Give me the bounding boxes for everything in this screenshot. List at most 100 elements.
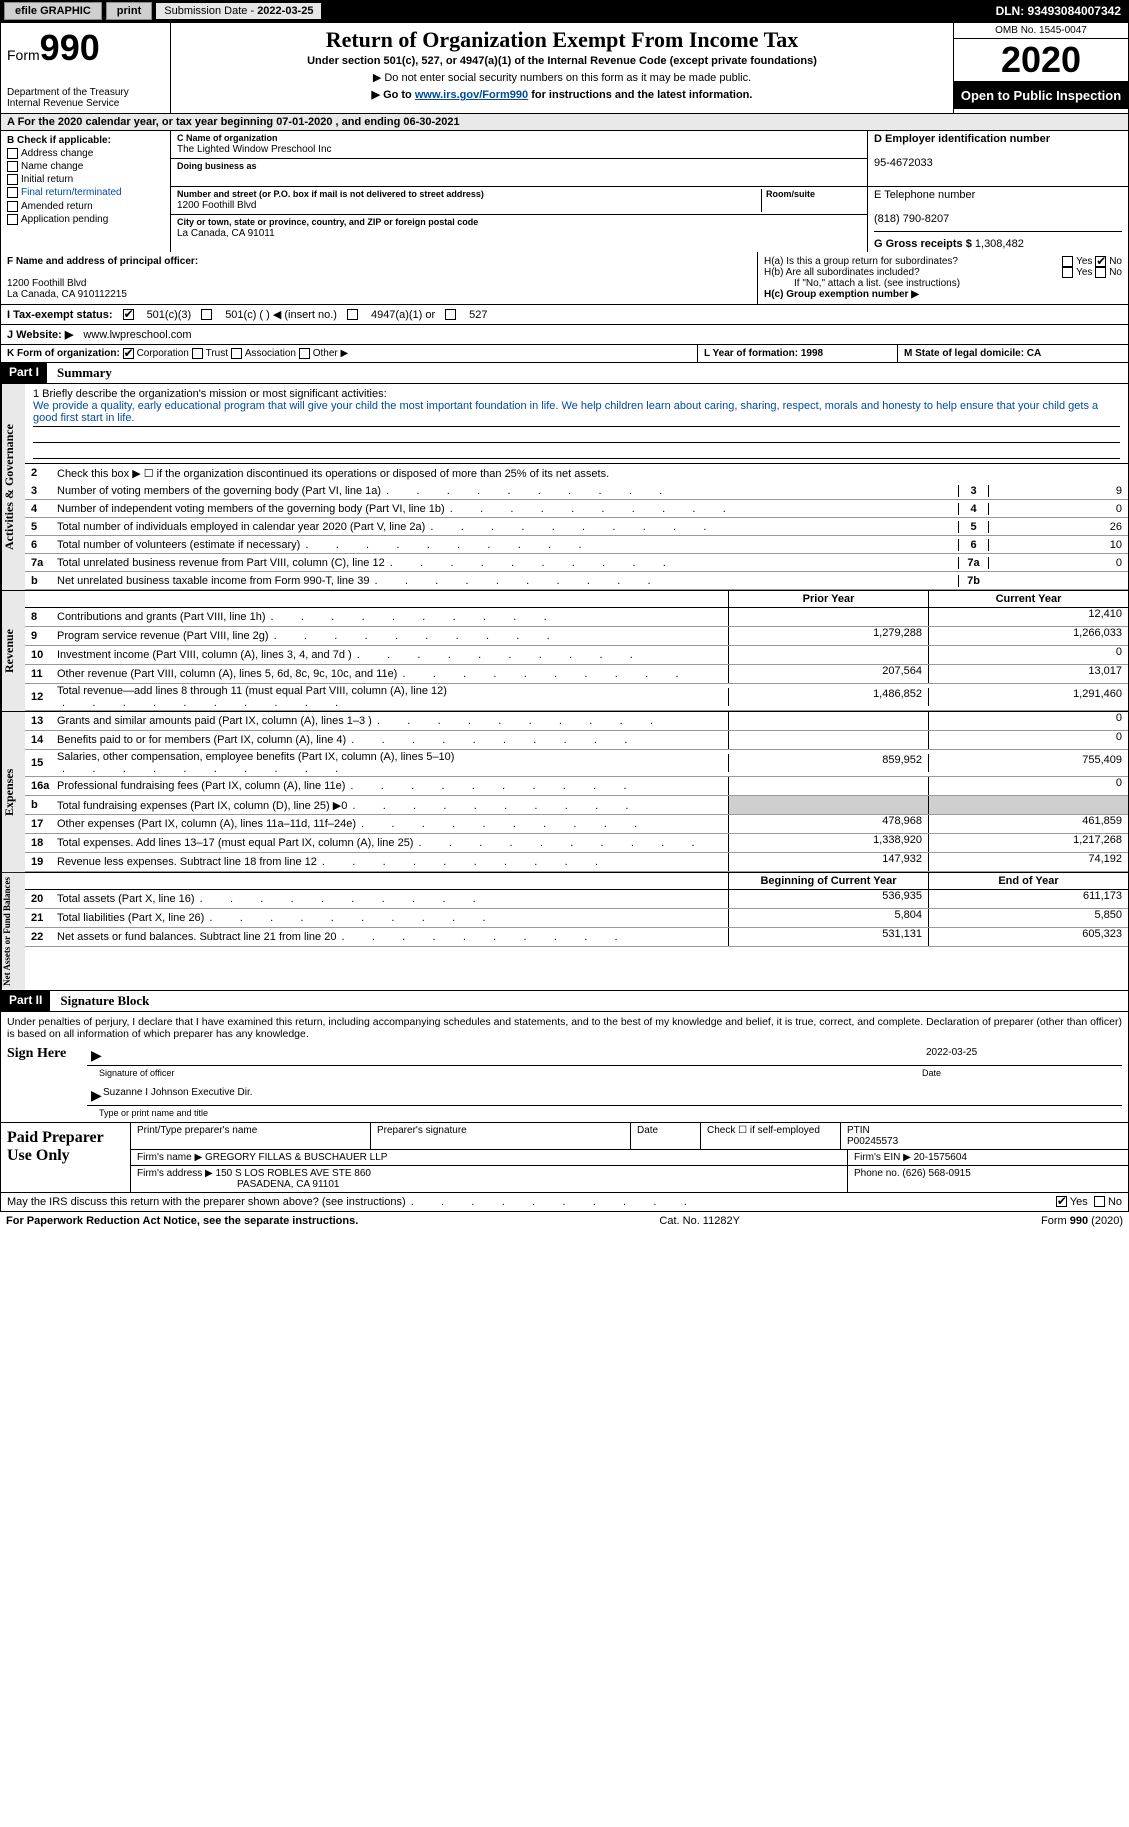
checkbox-final-return[interactable]: [7, 187, 18, 198]
col-b-checkboxes: B Check if applicable: Address change Na…: [1, 131, 171, 252]
expenses-section: Expenses 13Grants and similar amounts pa…: [0, 712, 1129, 873]
paid-preparer-label: Paid Preparer Use Only: [1, 1123, 131, 1192]
line-22: 22Net assets or fund balances. Subtract …: [25, 928, 1128, 947]
dept-treasury: Department of the Treasury Internal Reve…: [7, 87, 164, 109]
checkbox-hb-yes[interactable]: [1062, 267, 1073, 278]
dln-label: DLN: 93493084007342: [996, 4, 1129, 18]
part2-tag: Part II: [1, 991, 50, 1011]
gov-line-6: 6Total number of volunteers (estimate if…: [25, 536, 1128, 554]
checkbox-trust[interactable]: [192, 348, 203, 359]
paid-preparer: Paid Preparer Use Only Print/Type prepar…: [0, 1123, 1129, 1193]
row-i-tax-status: I Tax-exempt status: 501(c)(3) 501(c) ( …: [0, 305, 1129, 325]
part1-title: Summary: [47, 363, 122, 383]
checkbox-assoc[interactable]: [231, 348, 242, 359]
checkbox-discuss-yes[interactable]: [1056, 1196, 1067, 1207]
part2-header: Part II Signature Block: [0, 991, 1129, 1012]
checkbox-ha-no[interactable]: [1095, 256, 1106, 267]
checkbox-501c3[interactable]: [123, 309, 134, 320]
sign-here-label: Sign Here: [7, 1046, 77, 1118]
box-c-name: C Name of organization The Lighted Windo…: [171, 131, 867, 159]
checkbox-app-pending[interactable]: [7, 214, 18, 225]
row-j-website: J Website: ▶ www.lwpreschool.com: [0, 325, 1129, 345]
checkbox-ha-yes[interactable]: [1062, 256, 1073, 267]
checkbox-address-change[interactable]: [7, 148, 18, 159]
box-d-ein: D Employer identification number 95-4672…: [868, 131, 1128, 187]
box-c-dba: Doing business as: [171, 159, 867, 187]
box-c-address: Number and street (or P.O. box if mail i…: [171, 187, 867, 215]
netassets-section: Net Assets or Fund Balances Beginning of…: [0, 873, 1129, 991]
revenue-header: Prior Year Current Year: [25, 591, 1128, 608]
line-21: 21Total liabilities (Part X, line 26)5,8…: [25, 909, 1128, 928]
checkbox-corp[interactable]: [123, 348, 134, 359]
gov-line-7a: 7aTotal unrelated business revenue from …: [25, 554, 1128, 572]
box-e-g: E Telephone number (818) 790-8207 G Gros…: [868, 187, 1128, 252]
vtab-expenses: Expenses: [1, 712, 25, 872]
line-8: 8Contributions and grants (Part VIII, li…: [25, 608, 1128, 627]
irs-link[interactable]: www.irs.gov/Form990: [415, 89, 528, 101]
line-16a: 16aProfessional fundraising fees (Part I…: [25, 777, 1128, 796]
checkbox-amended[interactable]: [7, 201, 18, 212]
footer-right: Form 990 (2020): [1041, 1215, 1123, 1227]
sig-name-line: ▶ Suzanne I Johnson Executive Dir.: [87, 1086, 1122, 1106]
gov-line-b: bNet unrelated business taxable income f…: [25, 572, 1128, 590]
checkbox-other[interactable]: [299, 348, 310, 359]
submission-date: Submission Date - 2022-03-25: [156, 3, 321, 19]
checkbox-4947[interactable]: [347, 309, 358, 320]
print-button[interactable]: print: [106, 2, 152, 20]
revenue-section: Revenue Prior Year Current Year 8Contrib…: [0, 591, 1129, 712]
checkbox-hb-no[interactable]: [1095, 267, 1106, 278]
sig-officer-line: ▶ 2022-03-25: [87, 1046, 1122, 1066]
header-mid: Return of Organization Exempt From Incom…: [171, 23, 953, 113]
line-12: 12Total revenue—add lines 8 through 11 (…: [25, 684, 1128, 711]
checkbox-527[interactable]: [445, 309, 456, 320]
header-left: Form990 Department of the Treasury Inter…: [1, 23, 171, 113]
row-a-tax-year: A For the 2020 calendar year, or tax yea…: [0, 114, 1129, 131]
part1-header: Part I Summary: [0, 363, 1129, 384]
governance-section: Activities & Governance 1 Briefly descri…: [0, 384, 1129, 591]
omb-number: OMB No. 1545-0047: [954, 23, 1128, 39]
line-19: 19Revenue less expenses. Subtract line 1…: [25, 853, 1128, 872]
checkbox-name-change[interactable]: [7, 161, 18, 172]
footer-left: For Paperwork Reduction Act Notice, see …: [6, 1215, 358, 1227]
sig-declaration: Under penalties of perjury, I declare th…: [7, 1016, 1122, 1040]
efile-graphic-label: efile GRAPHIC: [4, 2, 102, 20]
form-title: Return of Organization Exempt From Incom…: [179, 27, 945, 53]
box-k-form-org: K Form of organization: Corporation Trus…: [1, 345, 698, 362]
line2-checkbox: 2 Check this box ▶ ☐ if the organization…: [25, 464, 1128, 482]
checkbox-501c[interactable]: [201, 309, 212, 320]
website-value: www.lwpreschool.com: [83, 329, 191, 341]
line-b: bTotal fundraising expenses (Part IX, co…: [25, 796, 1128, 815]
line-14: 14Benefits paid to or for members (Part …: [25, 731, 1128, 750]
form-note2: ▶ Go to www.irs.gov/Form990 for instruct…: [179, 88, 945, 101]
form-note1: ▶ Do not enter social security numbers o…: [179, 71, 945, 84]
footer-mid: Cat. No. 11282Y: [659, 1215, 740, 1227]
box-e-phone: E Telephone number (818) 790-8207: [874, 189, 1122, 232]
box-g-gross: G Gross receipts $ 1,308,482: [874, 232, 1122, 250]
efile-topbar: efile GRAPHIC print Submission Date - 20…: [0, 0, 1129, 22]
form-label: Form990: [7, 47, 100, 63]
line-15: 15Salaries, other compensation, employee…: [25, 750, 1128, 777]
vtab-governance: Activities & Governance: [1, 384, 25, 590]
line-11: 11Other revenue (Part VIII, column (A), …: [25, 665, 1128, 684]
open-to-public: Open to Public Inspection: [954, 82, 1128, 109]
gov-line-4: 4Number of independent voting members of…: [25, 500, 1128, 518]
line-20: 20Total assets (Part X, line 16)536,9356…: [25, 890, 1128, 909]
line-13: 13Grants and similar amounts paid (Part …: [25, 712, 1128, 731]
netassets-header: Beginning of Current Year End of Year: [25, 873, 1128, 890]
gov-line-3: 3Number of voting members of the governi…: [25, 482, 1128, 500]
section-b-to-g: B Check if applicable: Address change Na…: [0, 131, 1129, 252]
box-m-state: M State of legal domicile: CA: [898, 345, 1128, 362]
box-l-year: L Year of formation: 1998: [698, 345, 898, 362]
checkbox-discuss-no[interactable]: [1094, 1196, 1105, 1207]
gov-line-5: 5Total number of individuals employed in…: [25, 518, 1128, 536]
form-subtitle: Under section 501(c), 527, or 4947(a)(1)…: [179, 55, 945, 67]
box-c-city: City or town, state or province, country…: [171, 215, 867, 243]
line-9: 9Program service revenue (Part VIII, lin…: [25, 627, 1128, 646]
discuss-row: May the IRS discuss this return with the…: [0, 1193, 1129, 1212]
vtab-netassets: Net Assets or Fund Balances: [1, 873, 25, 990]
preparer-row1: Print/Type preparer's name Preparer's si…: [131, 1123, 1128, 1150]
vtab-revenue: Revenue: [1, 591, 25, 711]
line-17: 17Other expenses (Part IX, column (A), l…: [25, 815, 1128, 834]
signature-block: Under penalties of perjury, I declare th…: [0, 1012, 1129, 1123]
checkbox-initial-return[interactable]: [7, 174, 18, 185]
